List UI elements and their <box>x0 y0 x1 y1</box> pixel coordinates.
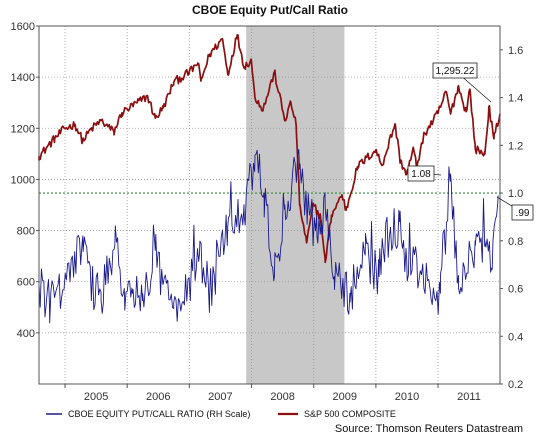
x-tick-label: 2006 <box>146 391 170 403</box>
recession-band <box>246 26 345 384</box>
left-tick-label: 1000 <box>11 174 35 186</box>
right-tick-label: 1.2 <box>508 140 523 152</box>
right-tick-label: 0.8 <box>508 236 523 248</box>
left-axis: 400 600 800 1000 1200 1400 1600 <box>11 21 39 340</box>
legend: CBOE EQUITY PUT/CALL RATIO (RH Scale) S&… <box>46 409 396 419</box>
callout-box <box>407 165 435 182</box>
legend-label-sp500: S&P 500 COMPOSITE <box>304 409 396 419</box>
callout-box <box>511 204 534 221</box>
plot-frame <box>38 25 501 385</box>
left-tick-label: 800 <box>17 226 35 238</box>
right-tick-label: 0.6 <box>508 284 523 296</box>
right-tick-label: 1.6 <box>508 45 523 57</box>
put-call-ratio-line <box>38 148 499 324</box>
left-tick-label: 600 <box>17 277 35 289</box>
sp500-line <box>38 34 501 264</box>
left-tick-label: 1600 <box>11 21 35 33</box>
x-tick-label: 2008 <box>270 391 294 403</box>
x-tick-label: 2005 <box>84 391 108 403</box>
x-tick-label: 2009 <box>333 391 357 403</box>
left-tick-label: 1400 <box>11 72 35 84</box>
annotations: 1,295.22 1.08 .99 <box>407 62 534 221</box>
callout-box <box>432 62 478 79</box>
callout-label: 1.08 <box>411 169 431 180</box>
x-tick-label: 2007 <box>208 391 232 403</box>
legend-label-put-call: CBOE EQUITY PUT/CALL RATIO (RH Scale) <box>68 409 250 419</box>
left-tick-label: 400 <box>17 328 35 340</box>
x-tick-label: 2010 <box>395 391 419 403</box>
chart-title: CBOE Equity Put/Call Ratio <box>192 3 348 17</box>
x-tick-label: 2011 <box>457 391 481 403</box>
right-axis: 0.2 0.4 0.6 0.8 1.0 1.2 1.4 1.6 <box>500 45 523 391</box>
right-tick-label: 0.4 <box>508 331 523 343</box>
right-tick-label: 0.2 <box>508 379 523 391</box>
source-note: Source: Thomson Reuters Datastream <box>335 423 523 435</box>
right-tick-label: 1.0 <box>508 188 523 200</box>
x-axis: 2005 2006 2007 2008 2009 2010 2011 <box>64 384 481 403</box>
right-tick-label: 1.4 <box>508 93 523 105</box>
callout-label: .99 <box>516 208 530 219</box>
series-layer <box>38 34 501 324</box>
left-tick-label: 1200 <box>11 123 35 135</box>
callout-label: 1,295.22 <box>436 66 475 77</box>
